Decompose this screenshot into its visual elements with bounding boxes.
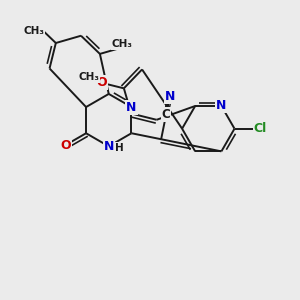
Text: N: N [103,140,114,153]
Text: N: N [216,100,226,112]
Text: N: N [126,100,136,113]
Text: O: O [60,139,71,152]
Text: Cl: Cl [254,122,267,135]
Text: C: C [162,108,170,122]
Text: CH₃: CH₃ [78,73,99,82]
Text: CH₃: CH₃ [112,39,133,49]
Text: N: N [164,90,175,103]
Text: H: H [115,143,124,153]
Text: O: O [96,76,107,89]
Text: CH₃: CH₃ [23,26,44,36]
